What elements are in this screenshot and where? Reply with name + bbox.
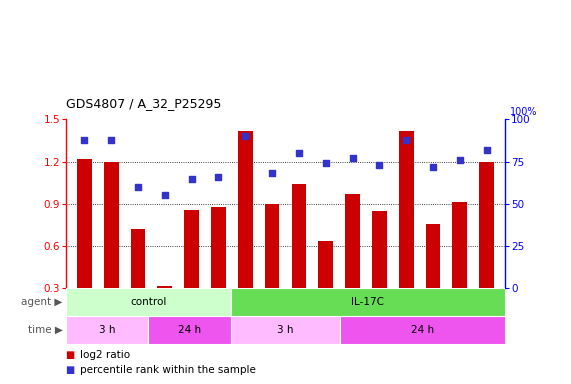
Bar: [184, 210, 199, 288]
Bar: [66, 288, 231, 316]
Point: [187, 175, 196, 182]
Bar: [66, 316, 148, 344]
Point: [348, 155, 357, 161]
Bar: [104, 162, 119, 288]
Bar: [425, 223, 440, 288]
Text: control: control: [130, 297, 166, 307]
Bar: [148, 316, 231, 344]
Text: percentile rank within the sample: percentile rank within the sample: [80, 366, 256, 376]
Bar: [265, 204, 279, 288]
Bar: [372, 211, 387, 288]
Bar: [131, 229, 146, 288]
Point: [268, 170, 277, 177]
Point: [241, 133, 250, 139]
Bar: [345, 194, 360, 288]
Point: [107, 137, 116, 143]
Text: agent ▶: agent ▶: [22, 297, 63, 307]
Text: GDS4807 / A_32_P25295: GDS4807 / A_32_P25295: [66, 97, 221, 110]
Bar: [231, 288, 505, 316]
Point: [455, 157, 464, 163]
Bar: [319, 240, 333, 288]
Text: time ▶: time ▶: [28, 325, 63, 335]
Text: 24 h: 24 h: [411, 325, 435, 335]
Bar: [211, 207, 226, 288]
Point: [80, 137, 89, 143]
Point: [321, 160, 330, 166]
Text: ■: ■: [66, 350, 78, 360]
Point: [160, 192, 170, 199]
Text: 100%: 100%: [509, 107, 537, 117]
Bar: [292, 184, 306, 288]
Point: [428, 164, 437, 170]
Bar: [238, 131, 252, 288]
Point: [214, 174, 223, 180]
Point: [294, 150, 303, 156]
Bar: [479, 162, 494, 288]
Text: log2 ratio: log2 ratio: [80, 350, 130, 360]
Point: [375, 162, 384, 168]
Point: [401, 137, 411, 143]
Bar: [158, 286, 172, 288]
Text: 3 h: 3 h: [99, 325, 115, 335]
Text: 3 h: 3 h: [278, 325, 293, 335]
Text: 24 h: 24 h: [178, 325, 201, 335]
Point: [482, 147, 491, 153]
Text: ■: ■: [66, 366, 78, 376]
Bar: [340, 316, 505, 344]
Bar: [77, 159, 92, 288]
Point: [134, 184, 143, 190]
Text: IL-17C: IL-17C: [351, 297, 384, 307]
Bar: [452, 202, 467, 288]
Bar: [231, 316, 340, 344]
Bar: [399, 131, 413, 288]
